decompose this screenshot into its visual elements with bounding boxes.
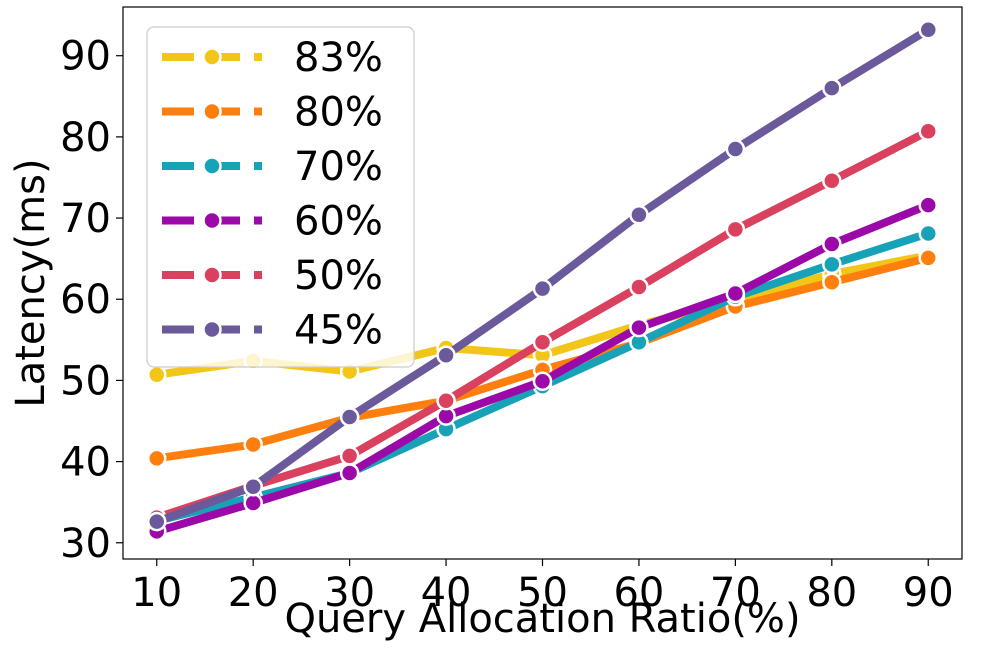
y-tick-label: 90 [60,34,111,80]
legend-swatch-marker [202,319,222,340]
data-point [339,446,360,466]
data-point [918,19,938,40]
y-axis-ticks: 30 40 50 60 70 80 90 [60,34,123,567]
legend-item: 70% [162,144,383,190]
legend-swatch-marker [202,265,222,285]
x-tick-label: 90 [903,570,954,616]
data-point [243,477,263,497]
legend-item: 45% [162,308,383,354]
data-point [725,139,746,159]
data-point [532,278,553,299]
legend-label: 45% [294,308,383,354]
data-point [629,277,649,297]
x-tick-label: 50 [517,570,568,616]
y-tick-label: 60 [60,277,111,323]
y-axis-label: Latency(ms) [8,158,54,407]
data-point [822,170,842,191]
series-layer [147,19,938,542]
data-point [436,345,456,365]
data-point [243,434,263,455]
series-4 [147,121,938,528]
x-tick-label: 60 [613,570,664,616]
y-tick-label: 30 [60,521,111,567]
x-tick-label: 30 [324,570,375,616]
legend-label: 70% [294,144,383,190]
data-point [822,272,842,292]
legend-swatch-marker [202,210,222,231]
data-point [918,223,938,244]
data-point [629,317,649,338]
data-point [147,364,167,385]
x-tick-label: 40 [421,570,472,616]
x-axis-label: Query Allocation Ratio(%) [284,596,800,642]
data-point [339,463,360,483]
data-point [822,78,842,98]
legend-label: 83% [294,35,383,81]
data-point [918,195,938,215]
data-point [436,390,456,411]
x-tick-label: 10 [131,570,182,616]
data-point [339,407,360,427]
data-point [725,283,746,304]
legend-label: 60% [294,199,383,245]
series-5 [147,19,938,532]
data-point [147,448,167,469]
x-tick-label: 70 [710,570,761,616]
legend-item: 60% [162,199,383,245]
legend-swatch-marker [202,47,222,67]
data-point [918,248,938,268]
legend-label: 80% [294,90,383,136]
legend-item: 80% [162,90,383,136]
data-point [725,219,746,240]
x-tick-label: 80 [806,570,857,616]
x-tick-label: 20 [228,570,279,616]
y-tick-label: 40 [60,440,111,486]
y-tick-label: 80 [60,115,111,161]
data-point [147,511,167,532]
legend-swatch-marker [202,101,222,122]
data-point [532,371,553,391]
legend-item: 83% [162,35,383,81]
data-point [918,121,938,141]
x-axis-ticks: 10 20 30 40 50 60 70 80 90 [131,559,954,616]
data-point [629,205,649,225]
data-point [532,332,553,353]
y-tick-label: 70 [60,196,111,242]
data-point [822,234,842,254]
data-point [243,493,263,513]
data-point [822,254,842,275]
legend: 83% 80% 70% 60% 50% 45% [146,26,415,368]
legend-label: 50% [294,253,383,299]
legend-swatch-marker [202,156,222,176]
legend-item: 50% [162,253,383,299]
y-tick-label: 50 [60,358,111,404]
